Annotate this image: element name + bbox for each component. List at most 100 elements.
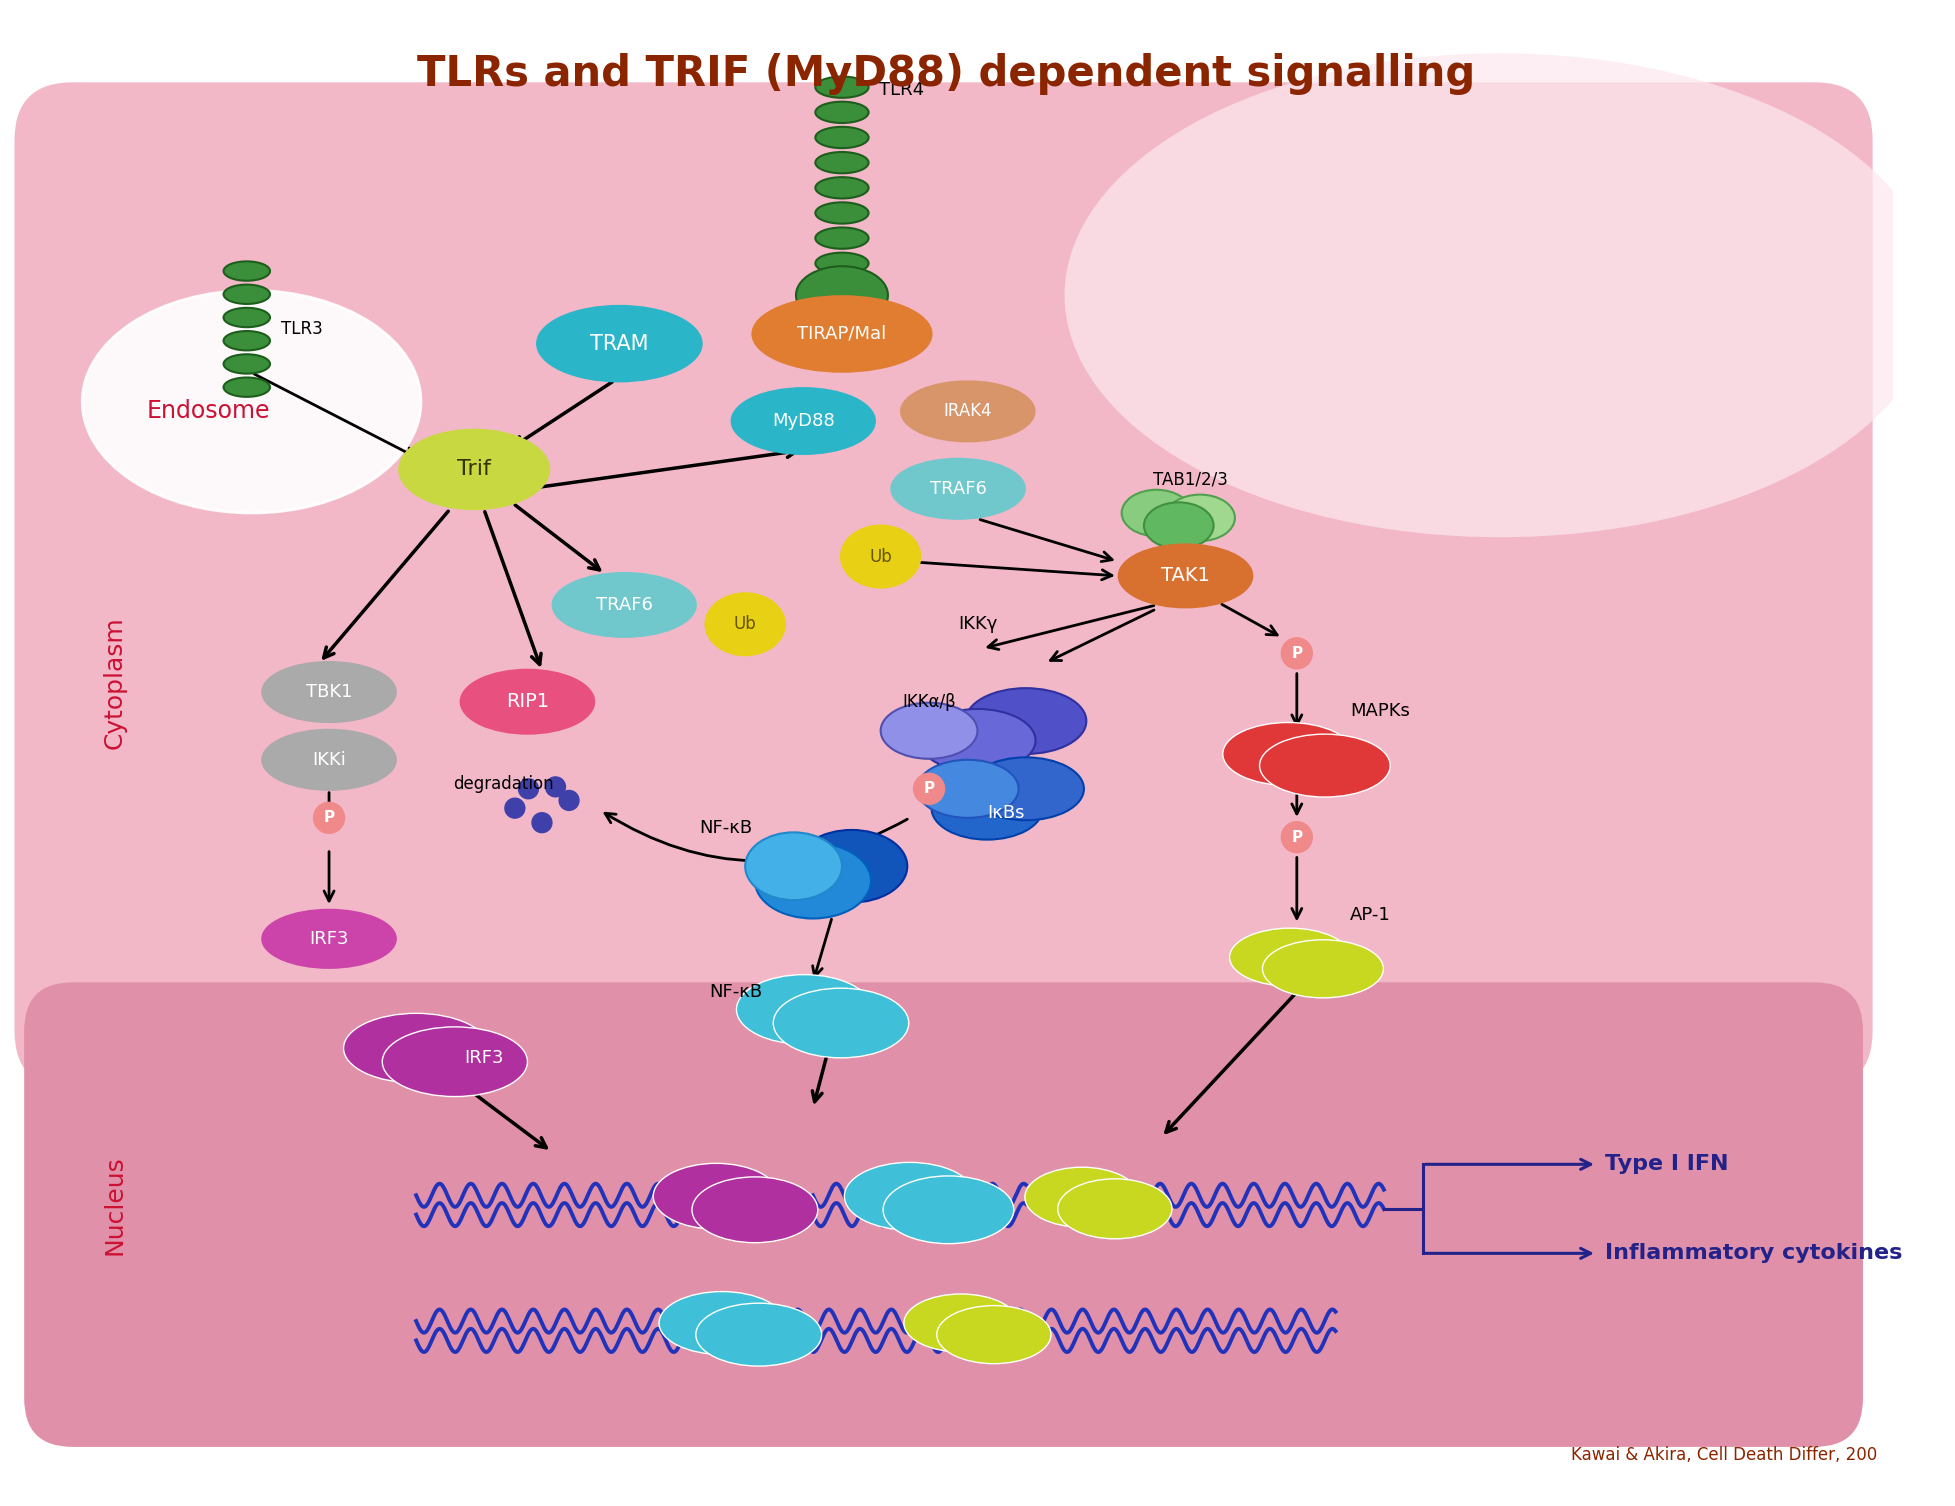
Ellipse shape (841, 526, 921, 587)
Ellipse shape (223, 285, 270, 304)
Ellipse shape (344, 1014, 489, 1083)
Text: P: P (1290, 830, 1302, 845)
Ellipse shape (82, 291, 420, 514)
Ellipse shape (815, 202, 868, 223)
Text: TRAF6: TRAF6 (929, 480, 985, 498)
Ellipse shape (1230, 928, 1349, 986)
Text: TIRAP/Mal: TIRAP/Mal (798, 325, 886, 343)
Ellipse shape (262, 663, 395, 721)
Text: IKKα/β: IKKα/β (901, 693, 956, 711)
Ellipse shape (815, 127, 868, 148)
Ellipse shape (931, 777, 1042, 840)
Ellipse shape (461, 670, 594, 733)
Text: TLR4: TLR4 (878, 81, 923, 99)
Text: degradation: degradation (454, 776, 553, 794)
Ellipse shape (553, 572, 696, 637)
Ellipse shape (966, 688, 1085, 755)
Ellipse shape (737, 974, 872, 1044)
Text: NF-κB: NF-κB (708, 983, 762, 1001)
Ellipse shape (1120, 489, 1191, 536)
FancyBboxPatch shape (23, 982, 1861, 1447)
Text: TAK1: TAK1 (1161, 566, 1210, 586)
Text: Nucleus: Nucleus (102, 1155, 127, 1254)
Ellipse shape (696, 1303, 821, 1366)
Text: TRAF6: TRAF6 (596, 596, 653, 614)
Ellipse shape (1024, 1167, 1138, 1227)
Ellipse shape (1165, 494, 1234, 541)
Text: P: P (1290, 646, 1302, 661)
Circle shape (1281, 639, 1312, 669)
Text: P: P (923, 782, 934, 797)
Text: IRAK4: IRAK4 (942, 402, 991, 420)
Ellipse shape (745, 833, 841, 901)
Ellipse shape (796, 830, 907, 902)
Ellipse shape (223, 354, 270, 373)
Ellipse shape (796, 267, 888, 324)
Text: TRAM: TRAM (590, 334, 649, 354)
Ellipse shape (903, 1294, 1019, 1352)
FancyBboxPatch shape (14, 83, 1871, 1089)
Circle shape (545, 776, 565, 798)
Ellipse shape (223, 378, 270, 398)
Ellipse shape (815, 178, 868, 199)
Ellipse shape (815, 152, 868, 173)
Text: TLRs and TRIF (MyD88) dependent signalling: TLRs and TRIF (MyD88) dependent signalli… (416, 53, 1474, 95)
Circle shape (1281, 822, 1312, 852)
Ellipse shape (919, 709, 1034, 773)
Ellipse shape (223, 331, 270, 351)
Ellipse shape (901, 381, 1034, 441)
Text: AP-1: AP-1 (1349, 905, 1390, 923)
Ellipse shape (1222, 723, 1353, 786)
Circle shape (313, 803, 344, 833)
Ellipse shape (731, 389, 874, 453)
Ellipse shape (692, 1176, 817, 1242)
Text: NF-κB: NF-κB (700, 819, 753, 836)
Text: Cytoplasm: Cytoplasm (102, 616, 127, 748)
Ellipse shape (653, 1163, 778, 1229)
Text: Inflammatory cytokines: Inflammatory cytokines (1603, 1244, 1900, 1264)
Text: P: P (323, 810, 334, 825)
Ellipse shape (262, 730, 395, 789)
Text: TAB1/2/3: TAB1/2/3 (1151, 470, 1228, 488)
Circle shape (504, 798, 526, 819)
Text: IKKγ: IKKγ (958, 616, 997, 634)
Ellipse shape (262, 910, 395, 968)
Ellipse shape (1058, 1179, 1171, 1239)
Text: IRF3: IRF3 (309, 929, 348, 947)
Ellipse shape (1144, 503, 1212, 548)
Text: MyD88: MyD88 (772, 413, 835, 431)
Ellipse shape (917, 759, 1019, 818)
Text: TLR3: TLR3 (280, 321, 323, 339)
Text: RIP1: RIP1 (506, 693, 549, 711)
Ellipse shape (882, 1176, 1013, 1244)
Ellipse shape (1118, 545, 1251, 607)
Ellipse shape (772, 988, 909, 1057)
Ellipse shape (659, 1292, 784, 1354)
Ellipse shape (845, 1163, 974, 1230)
Ellipse shape (1261, 940, 1382, 998)
Ellipse shape (753, 297, 931, 372)
Text: TBK1: TBK1 (305, 684, 352, 700)
Text: IκBs: IκBs (987, 804, 1024, 822)
Ellipse shape (815, 227, 868, 248)
Ellipse shape (815, 77, 868, 98)
Ellipse shape (936, 1306, 1050, 1363)
Text: IRF3: IRF3 (463, 1048, 502, 1066)
Ellipse shape (381, 1027, 528, 1096)
Circle shape (557, 789, 579, 812)
Circle shape (518, 779, 540, 800)
Ellipse shape (880, 703, 978, 759)
FancyArrowPatch shape (604, 813, 907, 861)
Circle shape (532, 812, 553, 833)
Ellipse shape (1259, 733, 1390, 797)
Text: Ub: Ub (868, 548, 891, 566)
Ellipse shape (706, 593, 784, 655)
Ellipse shape (223, 262, 270, 280)
Text: Type I IFN: Type I IFN (1603, 1154, 1726, 1175)
Ellipse shape (1064, 53, 1935, 538)
Ellipse shape (399, 429, 549, 509)
Text: Endosome: Endosome (147, 399, 270, 423)
Text: Ub: Ub (733, 616, 757, 634)
Circle shape (913, 773, 944, 804)
Text: MAPKs: MAPKs (1349, 702, 1410, 720)
